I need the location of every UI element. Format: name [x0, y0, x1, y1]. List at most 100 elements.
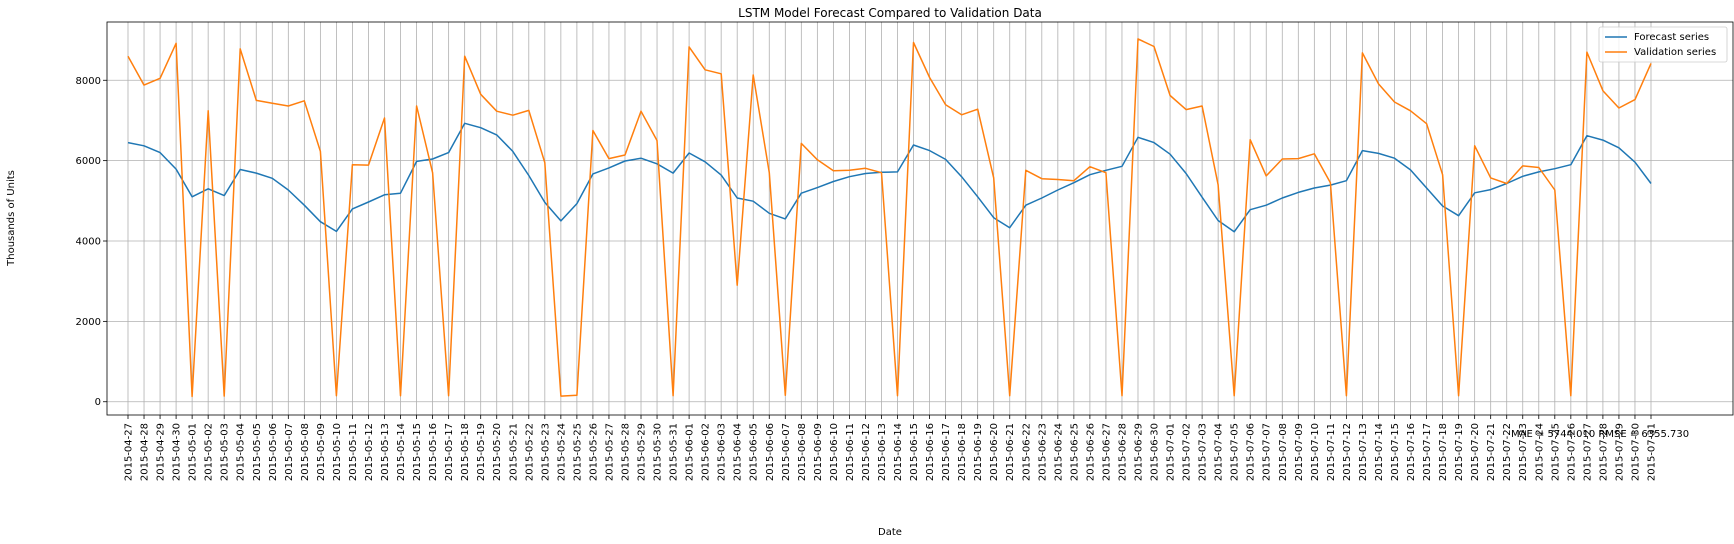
x-tick-label: 2015-07-15: [1390, 423, 1401, 481]
x-tick-label: 2015-07-19: [1454, 423, 1465, 481]
x-tick-label: 2015-05-20: [492, 423, 503, 481]
series-line-forecast: [127, 122, 1652, 233]
x-tick-label: 2015-07-31: [1647, 423, 1658, 481]
x-tick-label: 2015-07-06: [1246, 423, 1257, 481]
y-gridlines: [107, 79, 1733, 403]
x-tick-label: 2015-06-20: [989, 423, 1000, 481]
metrics-annotation: MAE = 5744.010 RMSE = 6355.730: [1511, 429, 1689, 440]
x-tick-label: 2015-06-24: [1053, 423, 1064, 481]
x-tick-label: 2015-05-13: [380, 423, 391, 481]
x-tick-label: 2015-05-22: [524, 423, 535, 481]
x-tick-label: 2015-06-08: [797, 423, 808, 481]
x-tick-label: 2015-06-05: [749, 423, 760, 481]
x-tick-label: 2015-07-07: [1262, 423, 1273, 481]
chart-title: LSTM Model Forecast Compared to Validati…: [738, 6, 1042, 20]
x-tick-label: 2015-06-13: [877, 423, 888, 481]
x-tick-label: 2015-06-18: [957, 423, 968, 481]
x-tick-label: 2015-05-26: [588, 423, 599, 481]
x-tick-label: 2015-07-22: [1502, 423, 1513, 481]
x-tick-label: 2015-07-24: [1534, 423, 1545, 481]
x-tick-label: 2015-06-11: [845, 423, 856, 481]
x-tick-label: 2015-05-30: [653, 423, 664, 481]
x-tick-label: 2015-07-25: [1550, 423, 1561, 481]
x-tick-label: 2015-06-23: [1037, 423, 1048, 481]
x-tick-label: 2015-05-03: [220, 423, 231, 481]
x-tick-label: 2015-07-10: [1310, 423, 1321, 481]
x-tick-label: 2015-05-17: [444, 423, 455, 481]
x-axis-label: Date: [878, 527, 902, 538]
x-tick-label: 2015-07-01: [1166, 423, 1177, 481]
x-tick-label: 2015-05-27: [604, 423, 615, 481]
x-tick-label: 2015-06-12: [861, 423, 872, 481]
x-tick-label: 2015-06-25: [1069, 423, 1080, 481]
x-tick-label: 2015-07-09: [1294, 423, 1305, 481]
series-line-validation: [127, 38, 1652, 398]
x-tick-label: 2015-07-29: [1614, 423, 1625, 481]
x-tick-label: 2015-05-05: [252, 423, 263, 481]
x-tick-label: 2015-07-27: [1582, 423, 1593, 481]
x-tick-label: 2015-05-16: [428, 423, 439, 481]
x-tick-label: 2015-06-09: [813, 423, 824, 481]
x-tick-label: 2015-05-25: [572, 423, 583, 481]
y-tick-label: 4000: [76, 237, 101, 248]
x-tick-label: 2015-04-30: [172, 423, 183, 481]
x-tick-label: 2015-06-29: [1133, 423, 1144, 481]
x-tick-label: 2015-05-10: [332, 423, 343, 481]
x-tick-label: 2015-05-29: [637, 423, 648, 481]
x-tick-label: 2015-07-14: [1374, 423, 1385, 481]
x-tick-label: 2015-06-03: [717, 423, 728, 481]
x-tick-label: 2015-05-31: [669, 423, 680, 481]
x-tick-label: 2015-05-01: [188, 423, 199, 481]
x-tick-label: 2015-07-16: [1406, 423, 1417, 481]
series-lines: [127, 38, 1652, 398]
x-tick-label: 2015-07-11: [1326, 423, 1337, 481]
x-tick-label: 2015-07-05: [1230, 423, 1241, 481]
x-tick-label: 2015-06-01: [685, 423, 696, 481]
x-tick-label: 2015-06-02: [701, 423, 712, 481]
x-tick-label: 2015-05-06: [268, 423, 279, 481]
x-tick-label: 2015-06-15: [909, 423, 920, 481]
x-tick-label: 2015-05-21: [508, 423, 519, 481]
x-tick-label: 2015-05-11: [348, 423, 359, 481]
x-tick-label: 2015-04-29: [156, 423, 167, 481]
plot-frame: [106, 21, 1734, 416]
legend-label-validation: Validation series: [1634, 47, 1716, 58]
y-axis: 0 2000 4000 6000 8000: [76, 76, 107, 408]
legend-box: [1598, 26, 1728, 63]
x-tick-label: 2015-07-23: [1518, 423, 1529, 481]
x-tick-label: 2015-05-04: [236, 423, 247, 481]
x-tick-label: 2015-07-12: [1342, 423, 1353, 481]
x-tick-label: 2015-05-08: [300, 423, 311, 481]
y-axis-label: Thousands of Units: [6, 170, 17, 267]
y-tick-label: 8000: [76, 76, 101, 87]
x-tick-label: 2015-07-02: [1182, 423, 1193, 481]
x-tick-label: 2015-07-04: [1214, 423, 1225, 481]
x-tick-label: 2015-05-28: [620, 423, 631, 481]
legend-label-forecast: Forecast series: [1634, 32, 1709, 43]
x-tick-label: 2015-06-26: [1085, 423, 1096, 481]
x-tick-label: 2015-07-20: [1470, 423, 1481, 481]
x-tick-label: 2015-07-17: [1422, 423, 1433, 481]
x-tick-label: 2015-06-10: [829, 423, 840, 481]
x-tick-label: 2015-06-30: [1150, 423, 1161, 481]
x-tick-label: 2015-06-16: [925, 423, 936, 481]
x-tick-label: 2015-07-28: [1598, 423, 1609, 481]
y-tick-label: 0: [95, 397, 101, 408]
x-tick-label: 2015-05-19: [476, 423, 487, 481]
x-tick-label: 2015-07-26: [1566, 423, 1577, 481]
x-tick-label: 2015-07-21: [1486, 423, 1497, 481]
x-tick-label: 2015-06-21: [1005, 423, 1016, 481]
x-tick-label: 2015-07-03: [1198, 423, 1209, 481]
x-tick-label: 2015-07-13: [1358, 423, 1369, 481]
x-tick-label: 2015-06-28: [1117, 423, 1128, 481]
x-tick-label: 2015-05-07: [284, 423, 295, 481]
x-tick-label: 2015-06-27: [1101, 423, 1112, 481]
x-tick-label: 2015-06-04: [733, 423, 744, 481]
x-tick-label: 2015-05-23: [540, 423, 551, 481]
x-tick-label: 2015-04-27: [124, 423, 135, 481]
x-tick-label: 2015-07-30: [1630, 423, 1641, 481]
x-gridlines: [127, 22, 1652, 415]
y-tick-label: 2000: [76, 317, 101, 328]
x-tick-label: 2015-05-14: [396, 423, 407, 481]
